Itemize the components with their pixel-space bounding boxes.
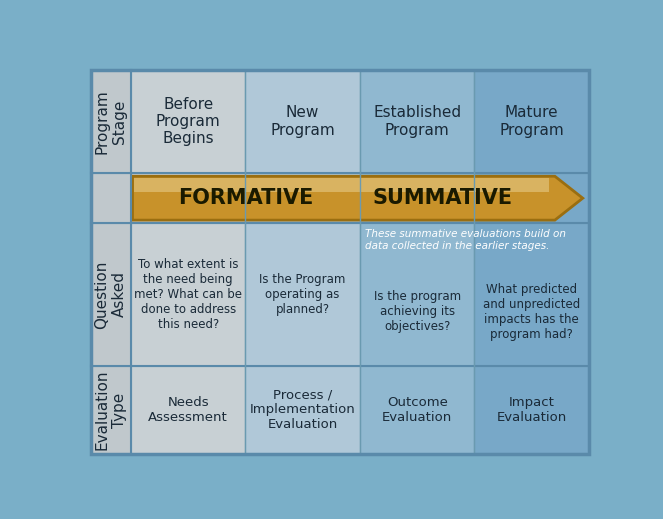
Text: Impact
Evaluation: Impact Evaluation — [497, 396, 567, 424]
Text: Is the Program
operating as
planned?: Is the Program operating as planned? — [259, 273, 346, 316]
Text: Needs
Assessment: Needs Assessment — [149, 396, 228, 424]
Text: New
Program: New Program — [271, 105, 335, 138]
Bar — [131, 70, 245, 173]
Text: What predicted
and unpredicted
impacts has the
program had?: What predicted and unpredicted impacts h… — [483, 282, 580, 340]
Text: FORMATIVE: FORMATIVE — [178, 188, 313, 208]
Text: Process /
Implementation
Evaluation: Process / Implementation Evaluation — [250, 388, 355, 431]
Text: To what extent is
the need being
met? What can be
done to address
this need?: To what extent is the need being met? Wh… — [134, 258, 242, 331]
Text: SUMMATIVE: SUMMATIVE — [373, 188, 512, 208]
Bar — [360, 173, 475, 223]
Bar — [475, 223, 589, 366]
Text: Mature
Program: Mature Program — [499, 105, 564, 138]
Bar — [91, 173, 131, 223]
Polygon shape — [133, 176, 583, 220]
Bar — [91, 70, 131, 173]
Text: Before
Program
Begins: Before Program Begins — [156, 97, 221, 146]
Bar — [131, 223, 245, 366]
Text: Program
Stage: Program Stage — [95, 89, 127, 154]
Text: These summative evaluations build on
data collected in the earlier stages.: These summative evaluations build on dat… — [365, 229, 566, 251]
Bar — [475, 70, 589, 173]
Text: Question
Asked: Question Asked — [95, 260, 127, 329]
Polygon shape — [134, 178, 549, 192]
Bar — [245, 173, 360, 223]
Text: Evaluation
Type: Evaluation Type — [95, 370, 127, 450]
Bar — [360, 223, 475, 366]
Bar — [245, 366, 360, 454]
Bar — [360, 366, 475, 454]
Bar — [360, 70, 475, 173]
Bar — [475, 366, 589, 454]
Bar — [131, 366, 245, 454]
Bar — [91, 223, 131, 366]
Text: Outcome
Evaluation: Outcome Evaluation — [382, 396, 452, 424]
Text: Is the program
achieving its
objectives?: Is the program achieving its objectives? — [374, 290, 461, 333]
Bar — [131, 173, 245, 223]
Bar — [245, 223, 360, 366]
Bar — [91, 366, 131, 454]
Bar — [475, 173, 589, 223]
Text: Established
Program: Established Program — [373, 105, 461, 138]
Bar — [245, 70, 360, 173]
